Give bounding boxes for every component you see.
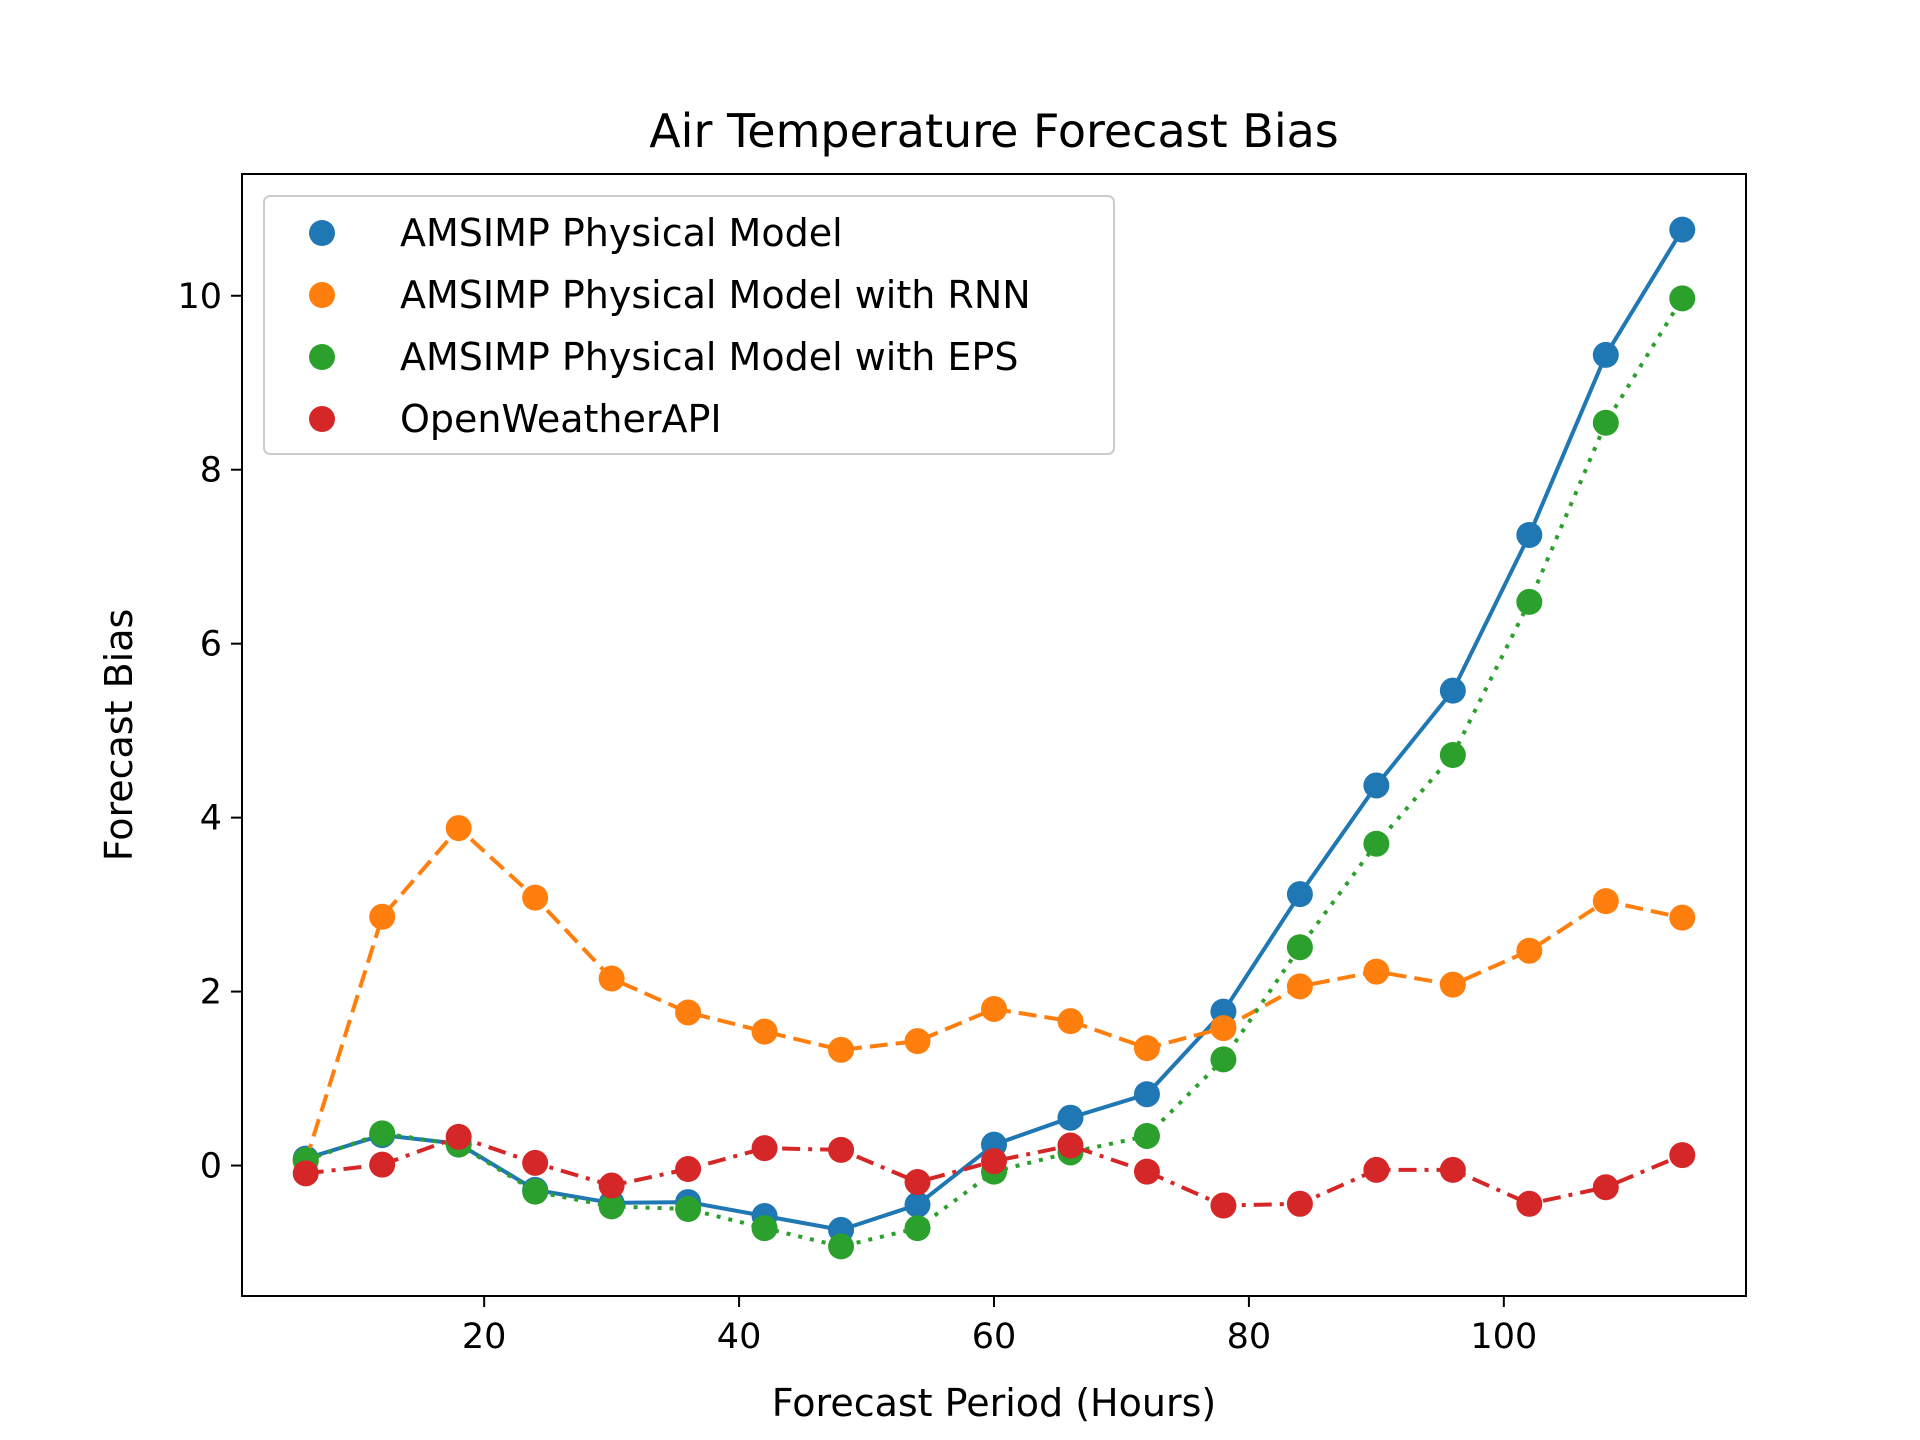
data-point-amsimp-physical-model-with-eps (1516, 588, 1543, 615)
x-tick-label: 40 (717, 1317, 762, 1357)
data-point-amsimp-physical-model (1439, 677, 1466, 704)
x-tick-label: 60 (972, 1317, 1017, 1357)
data-point-amsimp-physical-model-with-rnn (1669, 904, 1696, 931)
data-point-amsimp-physical-model (1286, 881, 1313, 908)
data-point-amsimp-physical-model (1133, 1081, 1160, 1108)
data-point-amsimp-physical-model-with-eps (1286, 934, 1313, 961)
data-point-amsimp-physical-model-with-rnn (1210, 1015, 1237, 1042)
data-point-amsimp-physical-model-with-rnn (981, 995, 1007, 1022)
y-tick-label: 2 (200, 973, 222, 1013)
data-point-openweatherapi (904, 1169, 931, 1196)
data-point-amsimp-physical-model-with-rnn (751, 1018, 778, 1045)
data-point-openweatherapi (522, 1149, 549, 1176)
data-point-openweatherapi (445, 1123, 472, 1150)
data-point-openweatherapi (1057, 1132, 1084, 1159)
data-point-amsimp-physical-model-with-rnn (1133, 1035, 1160, 1062)
data-point-openweatherapi (369, 1151, 396, 1178)
data-point-openweatherapi (828, 1136, 855, 1163)
data-point-amsimp-physical-model-with-rnn (1439, 971, 1466, 998)
data-point-amsimp-physical-model-with-eps (522, 1178, 549, 1205)
data-point-amsimp-physical-model (904, 1191, 931, 1218)
data-point-amsimp-physical-model-with-eps (751, 1215, 778, 1242)
x-axis: 20 40 60 80 100 (462, 1296, 1537, 1357)
data-point-amsimp-physical-model-with-eps (369, 1120, 396, 1147)
data-point-amsimp-physical-model-with-eps (904, 1215, 931, 1242)
x-tick-label: 80 (1227, 1317, 1272, 1357)
data-point-openweatherapi (1439, 1156, 1466, 1183)
data-point-openweatherapi (1286, 1190, 1313, 1217)
data-point-openweatherapi (751, 1135, 778, 1162)
data-point-amsimp-physical-model-with-rnn (1286, 973, 1313, 1000)
y-tick-label: 8 (200, 451, 222, 491)
data-point-amsimp-physical-model-with-eps (1439, 742, 1466, 769)
data-point-amsimp-physical-model-with-eps (675, 1196, 702, 1223)
data-point-amsimp-physical-model (1516, 521, 1543, 548)
legend-box (263, 195, 1115, 455)
data-point-amsimp-physical-model (1363, 772, 1390, 799)
legend-marker (309, 344, 335, 370)
data-point-amsimp-physical-model-with-eps (1592, 409, 1619, 436)
y-tick-label: 4 (200, 799, 222, 839)
data-point-openweatherapi (981, 1148, 1007, 1175)
y-tick-label: 10 (177, 277, 222, 317)
data-point-amsimp-physical-model-with-eps (1133, 1122, 1160, 1149)
data-point-openweatherapi (598, 1172, 625, 1199)
data-point-amsimp-physical-model-with-rnn (1363, 958, 1390, 985)
data-point-amsimp-physical-model-with-rnn (828, 1036, 855, 1063)
y-tick-label: 6 (200, 625, 222, 665)
data-point-amsimp-physical-model-with-eps (1669, 285, 1696, 312)
data-point-amsimp-physical-model (1057, 1104, 1084, 1131)
data-point-amsimp-physical-model-with-rnn (598, 965, 625, 992)
data-point-openweatherapi (1669, 1142, 1696, 1169)
data-point-amsimp-physical-model-with-eps (598, 1193, 625, 1220)
chart-title: Air Temperature Forecast Bias (649, 104, 1339, 158)
data-point-amsimp-physical-model-with-eps (1210, 1046, 1237, 1073)
x-axis-label: Forecast Period (Hours) (772, 1381, 1216, 1425)
legend-marker (309, 406, 335, 432)
data-point-amsimp-physical-model-with-eps (828, 1233, 855, 1260)
data-point-amsimp-physical-model-with-rnn (522, 884, 549, 911)
data-point-amsimp-physical-model-with-rnn (369, 903, 396, 930)
legend-entry-label: AMSIMP Physical Model with EPS (400, 335, 1018, 379)
plot-area (292, 216, 1696, 1260)
data-point-amsimp-physical-model-with-rnn (445, 815, 472, 842)
data-point-amsimp-physical-model-with-rnn (1057, 1008, 1084, 1035)
data-point-openweatherapi (292, 1160, 319, 1187)
data-point-amsimp-physical-model (1592, 341, 1619, 368)
data-point-amsimp-physical-model (1669, 216, 1696, 243)
data-point-amsimp-physical-model-with-eps (1363, 830, 1390, 857)
data-point-openweatherapi (1592, 1174, 1619, 1201)
data-point-openweatherapi (1363, 1156, 1390, 1183)
data-point-openweatherapi (1210, 1192, 1237, 1219)
data-point-openweatherapi (1133, 1158, 1160, 1185)
data-point-amsimp-physical-model-with-rnn (1516, 937, 1543, 964)
data-point-openweatherapi (675, 1156, 702, 1183)
x-tick-label: 100 (1470, 1317, 1537, 1357)
legend-entry-label: OpenWeatherAPI (400, 397, 722, 441)
y-axis-label: Forecast Bias (97, 609, 141, 862)
legend-marker (309, 282, 335, 308)
data-point-amsimp-physical-model-with-rnn (1592, 888, 1619, 915)
legend: AMSIMP Physical Model AMSIMP Physical Mod… (263, 195, 1115, 455)
legend-entry-label: AMSIMP Physical Model (400, 211, 843, 255)
data-point-amsimp-physical-model-with-rnn (904, 1028, 931, 1055)
legend-marker (309, 220, 335, 246)
data-point-openweatherapi (1516, 1190, 1543, 1217)
legend-entry-label: AMSIMP Physical Model with RNN (400, 273, 1031, 317)
y-axis: 0 2 4 6 8 10 (177, 277, 242, 1187)
x-tick-label: 20 (462, 1317, 507, 1357)
series-line-amsimp-physical-model-with-rnn (303, 826, 1683, 1162)
data-point-amsimp-physical-model-with-rnn (675, 999, 702, 1026)
y-tick-label: 0 (200, 1147, 222, 1187)
